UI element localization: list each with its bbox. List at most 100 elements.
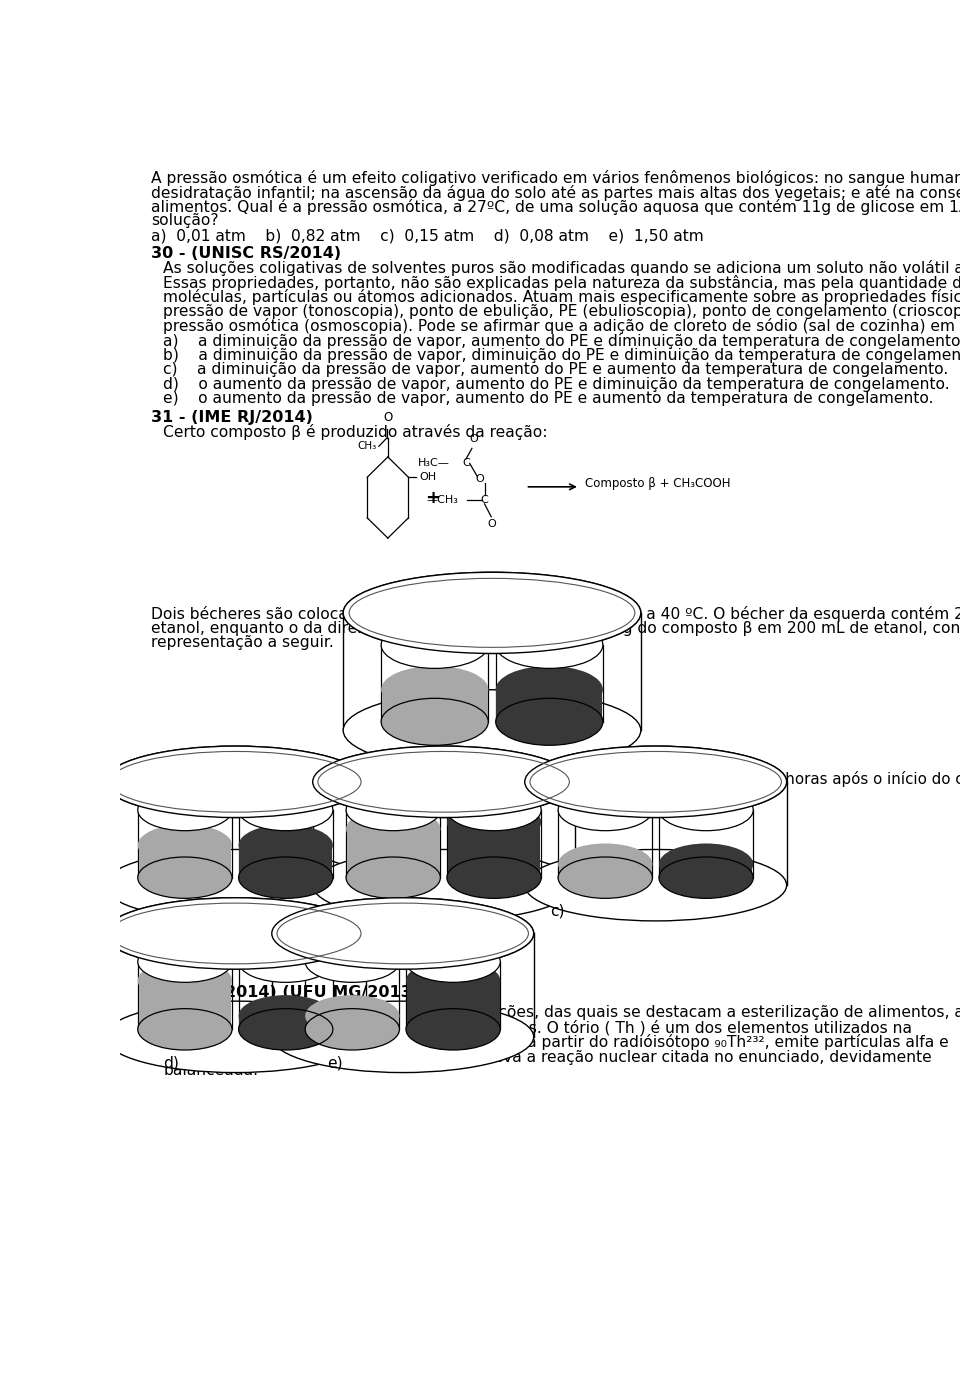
Ellipse shape xyxy=(105,897,367,970)
Ellipse shape xyxy=(272,1001,534,1072)
Ellipse shape xyxy=(344,573,641,653)
FancyBboxPatch shape xyxy=(306,1015,398,1029)
Ellipse shape xyxy=(239,1008,333,1050)
Text: alimentos. Qual é a pressão osmótica, a 27ºC, de uma solução aquosa que contém 1: alimentos. Qual é a pressão osmótica, a … xyxy=(152,198,960,215)
Ellipse shape xyxy=(406,1008,500,1050)
Ellipse shape xyxy=(406,960,500,1001)
Ellipse shape xyxy=(558,789,653,831)
FancyBboxPatch shape xyxy=(239,845,332,878)
Text: c): c) xyxy=(550,903,564,918)
Text: Essas propriedades, portanto, não são explicadas pela natureza da substância, ma: Essas propriedades, portanto, não são ex… xyxy=(163,275,960,291)
Ellipse shape xyxy=(272,897,534,970)
Ellipse shape xyxy=(381,698,489,745)
FancyBboxPatch shape xyxy=(382,689,488,721)
Ellipse shape xyxy=(347,789,441,831)
Ellipse shape xyxy=(305,940,399,982)
Ellipse shape xyxy=(138,1008,232,1050)
Text: e)    o aumento da pressão de vapor, aumento do PE e aumento da temperatura de c: e) o aumento da pressão de vapor, aument… xyxy=(163,391,934,406)
Text: representação a seguir.: representação a seguir. xyxy=(152,635,334,649)
Ellipse shape xyxy=(525,746,786,817)
Text: A pressão osmótica é um efeito coligativo verificado em vários fenômenos biológi: A pressão osmótica é um efeito coligativ… xyxy=(152,171,960,186)
Ellipse shape xyxy=(239,789,333,831)
Ellipse shape xyxy=(381,666,489,713)
Text: solução?: solução? xyxy=(152,214,219,229)
Ellipse shape xyxy=(138,824,232,865)
Text: d)    o aumento da pressão de vapor, aumento do PE e diminuição da temperatura d: d) o aumento da pressão de vapor, aument… xyxy=(163,377,949,393)
Ellipse shape xyxy=(313,746,575,817)
Ellipse shape xyxy=(105,746,367,817)
Text: tecnologia nuclear cuja transmutação natural, a partir do radióisótopo ₉₀Th²³², : tecnologia nuclear cuja transmutação nat… xyxy=(163,1035,948,1050)
Ellipse shape xyxy=(659,843,754,885)
Text: O: O xyxy=(475,474,484,484)
Text: Dois bécheres são colocados em um sistema fechado, mantido a 40 ºC. O bécher da : Dois bécheres são colocados em um sistem… xyxy=(152,606,960,621)
Text: e): e) xyxy=(326,1056,343,1069)
Text: etanol, enquanto o da direita contém uma solução de 500 mg do composto β em 200 : etanol, enquanto o da direita contém uma… xyxy=(152,620,960,637)
Text: b)    a diminuição da pressão de vapor, diminuição do PE e diminuição da tempera: b) a diminuição da pressão de vapor, dim… xyxy=(163,348,960,363)
Text: Composto β + CH₃COOH: Composto β + CH₃COOH xyxy=(585,477,731,490)
Ellipse shape xyxy=(105,897,367,970)
Text: H₃C—: H₃C— xyxy=(418,458,449,469)
Ellipse shape xyxy=(347,857,441,899)
Ellipse shape xyxy=(239,857,333,899)
Ellipse shape xyxy=(313,849,575,921)
Ellipse shape xyxy=(138,857,232,899)
FancyBboxPatch shape xyxy=(660,864,753,878)
Ellipse shape xyxy=(495,621,603,669)
Ellipse shape xyxy=(138,940,232,982)
Text: d): d) xyxy=(163,1056,179,1069)
Text: CH₃: CH₃ xyxy=(357,441,376,451)
Text: —CH₃: —CH₃ xyxy=(426,495,459,505)
Ellipse shape xyxy=(495,666,603,713)
FancyBboxPatch shape xyxy=(347,829,440,878)
Text: b): b) xyxy=(342,903,357,918)
Text: OH: OH xyxy=(420,472,437,483)
Text: a)  0,01 atm    b)  0,82 atm    c)  0,15 atm    d)  0,08 atm    e)  1,50 atm: a) 0,01 atm b) 0,82 atm c) 0,15 atm d) 0… xyxy=(152,229,704,243)
Text: O: O xyxy=(469,434,478,444)
Text: O: O xyxy=(383,411,393,424)
Text: a)    a diminuição da pressão de vapor, aumento do PE e diminuição da temperatur: a) a diminuição da pressão de vapor, aum… xyxy=(163,334,960,348)
FancyBboxPatch shape xyxy=(496,689,602,721)
Ellipse shape xyxy=(239,940,333,982)
Text: +: + xyxy=(425,488,440,506)
Text: balanceada.: balanceada. xyxy=(163,1062,258,1078)
Ellipse shape xyxy=(558,857,653,899)
Ellipse shape xyxy=(344,573,641,653)
Text: 30 - (UNISC RS/2014): 30 - (UNISC RS/2014) xyxy=(152,245,342,261)
Ellipse shape xyxy=(138,960,232,1001)
Text: Certo composto β é produzido através da reação:: Certo composto β é produzido através da … xyxy=(163,424,547,440)
Ellipse shape xyxy=(447,857,541,899)
Text: O: O xyxy=(487,519,495,528)
Ellipse shape xyxy=(447,789,541,831)
Ellipse shape xyxy=(495,698,603,745)
Text: C: C xyxy=(481,495,489,505)
Ellipse shape xyxy=(344,689,641,771)
Ellipse shape xyxy=(105,849,367,921)
Text: pressão de vapor (tonoscopia), ponto de ebulição, PE (ebulioscopia), ponto de co: pressão de vapor (tonoscopia), ponto de … xyxy=(163,304,960,319)
Text: C: C xyxy=(462,458,469,469)
Text: pressão osmótica (osmoscopia). Pode se afirmar que a adição de cloreto de sódio : pressão osmótica (osmoscopia). Pode se a… xyxy=(163,318,960,334)
Text: determinação da idade das rochas, entre outras. O tório ( Th ) é um dos elemento: determinação da idade das rochas, entre … xyxy=(163,1019,912,1036)
Text: 31 - (IME RJ/2014): 31 - (IME RJ/2014) xyxy=(152,411,313,424)
Ellipse shape xyxy=(659,857,754,899)
Ellipse shape xyxy=(381,621,489,669)
FancyBboxPatch shape xyxy=(407,981,499,1029)
Ellipse shape xyxy=(105,746,367,817)
Ellipse shape xyxy=(659,789,754,831)
Ellipse shape xyxy=(525,746,786,817)
FancyBboxPatch shape xyxy=(138,981,231,1029)
FancyBboxPatch shape xyxy=(447,822,540,878)
Text: 32 –(PO 2014) (UFU MG/2013): 32 –(PO 2014) (UFU MG/2013) xyxy=(152,985,420,1000)
Text: desidratação infantil; na ascensão da água do solo até as partes mais altas dos : desidratação infantil; na ascensão da ág… xyxy=(152,184,960,201)
Ellipse shape xyxy=(313,746,575,817)
FancyBboxPatch shape xyxy=(559,864,652,878)
Text: As soluções coligativas de solventes puros são modificadas quando se adiciona um: As soluções coligativas de solventes pur… xyxy=(163,261,960,276)
Ellipse shape xyxy=(272,897,534,970)
FancyBboxPatch shape xyxy=(138,845,231,878)
Ellipse shape xyxy=(406,940,500,982)
Text: moléculas, partículas ou átomos adicionados. Atuam mais especificamente sobre as: moléculas, partículas ou átomos adiciona… xyxy=(163,290,960,305)
Ellipse shape xyxy=(305,1008,399,1050)
Text: beta e termina com o isótopo ₈₂Pb²⁰⁸.  Escreva a reação nuclear citada no enunci: beta e termina com o isótopo ₈₂Pb²⁰⁸. Es… xyxy=(163,1049,932,1065)
Ellipse shape xyxy=(558,843,653,885)
Ellipse shape xyxy=(347,809,441,850)
Text: a): a) xyxy=(163,903,179,918)
